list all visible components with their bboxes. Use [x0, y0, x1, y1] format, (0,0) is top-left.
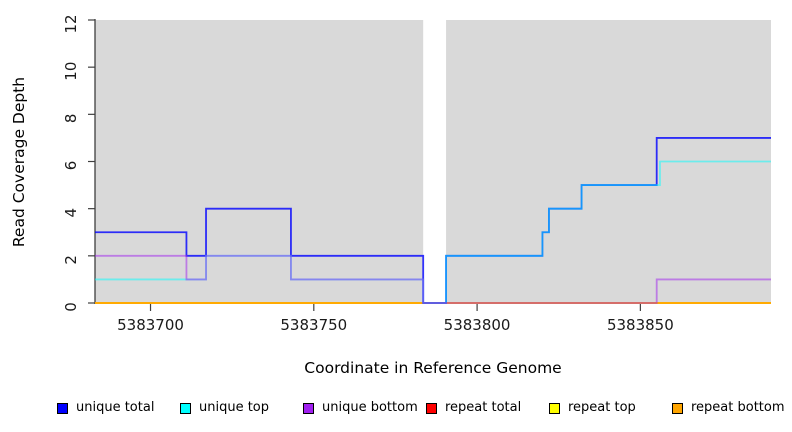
legend-swatch-repeat-total	[426, 403, 437, 414]
legend-label: repeat top	[568, 400, 636, 415]
y-axis-title: Read Coverage Depth	[10, 77, 28, 247]
legend-item-repeat-total: repeat total	[426, 400, 521, 416]
coverage-gap-band	[423, 19, 447, 303]
legend-item-unique-total: unique total	[57, 400, 154, 416]
x-axis-title: Coordinate in Reference Genome	[304, 359, 561, 377]
legend-label: repeat bottom	[691, 400, 785, 415]
series-line-unique-bottom	[95, 254, 771, 304]
legend-item-repeat-top: repeat top	[549, 400, 636, 416]
x-tick-label: 5383850	[607, 316, 674, 334]
legend-swatch-repeat-bottom	[672, 403, 683, 414]
legend-item-unique-top: unique top	[180, 400, 269, 416]
legend-label: unique total	[76, 400, 155, 415]
y-tick-label: 0	[62, 302, 80, 312]
legend-swatch-repeat-top	[549, 403, 560, 414]
legend-label: unique bottom	[322, 400, 418, 415]
y-tick-label: 6	[62, 161, 80, 171]
legend-item-repeat-bottom: repeat bottom	[672, 400, 785, 416]
legend-label: repeat total	[445, 400, 522, 415]
legend-swatch-unique-total	[57, 403, 68, 414]
legend-label: unique top	[199, 400, 270, 415]
y-tick-label: 2	[62, 255, 80, 265]
y-tick-label: 10	[62, 62, 80, 81]
x-tick-label: 5383750	[280, 316, 347, 334]
x-tick-label: 5383700	[117, 316, 184, 334]
x-tick-label: 5383800	[444, 316, 511, 334]
chart-legend: unique total unique top unique bottom repea…	[0, 400, 792, 424]
y-tick-label: 8	[62, 114, 80, 124]
y-tick-label: 4	[62, 208, 80, 218]
legend-swatch-unique-top	[180, 403, 191, 414]
legend-item-unique-bottom: unique bottom	[303, 400, 418, 416]
y-tick-label: 12	[62, 14, 80, 33]
legend-swatch-unique-bottom	[303, 403, 314, 414]
